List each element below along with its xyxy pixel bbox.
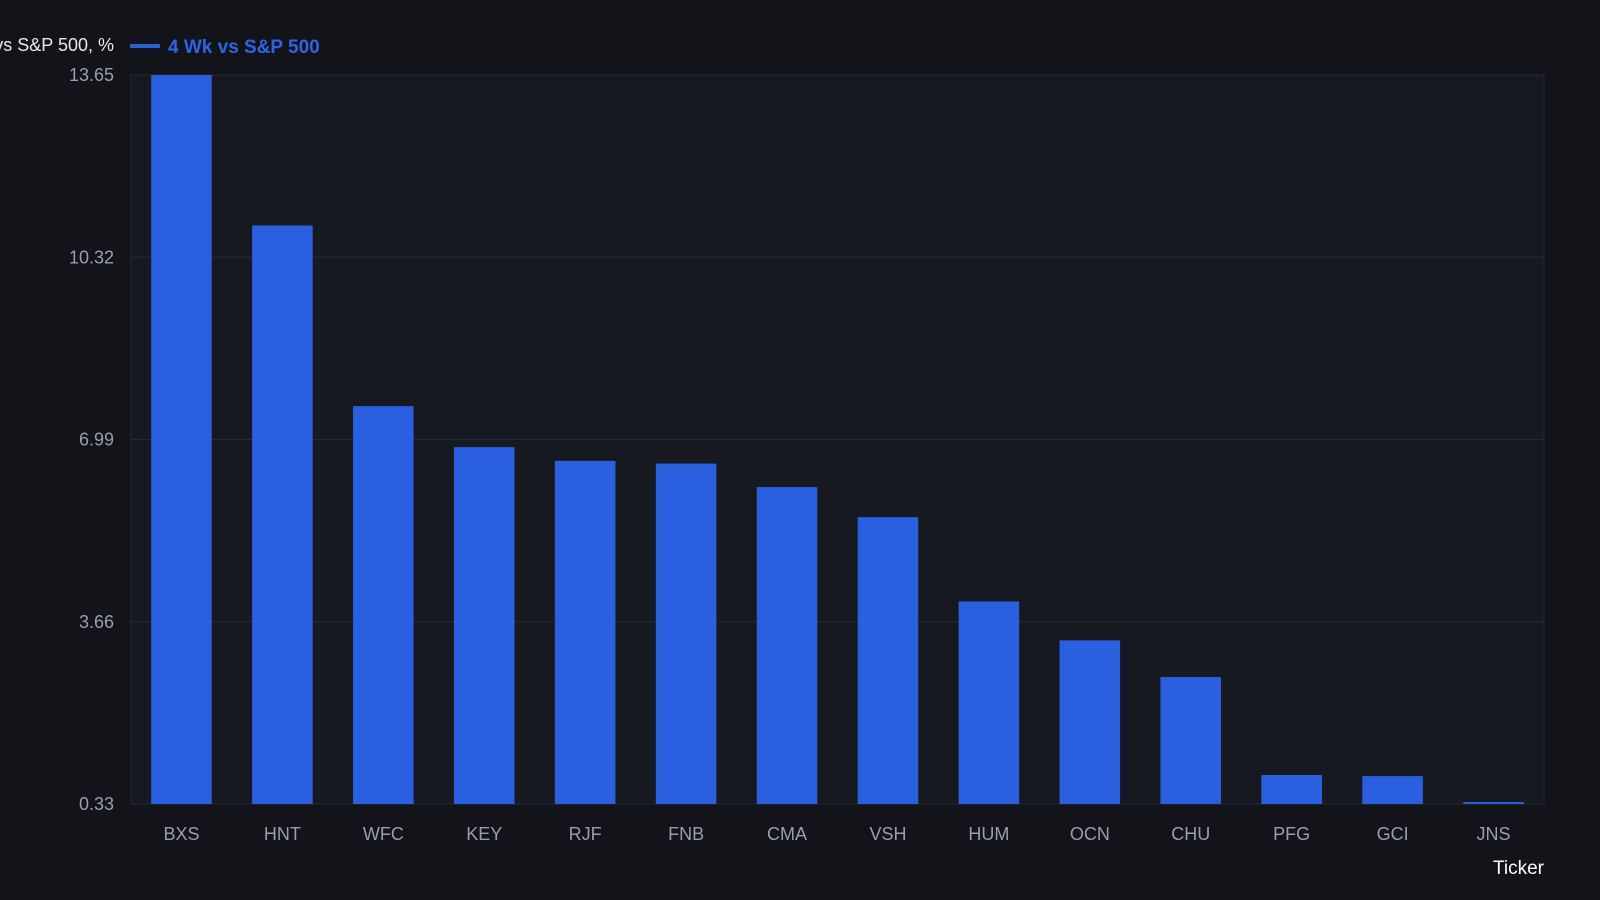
y-tick-label: 10.32: [69, 247, 114, 267]
x-tick-label: HNT: [264, 824, 301, 844]
x-tick-label: WFC: [363, 824, 404, 844]
bar-pfg[interactable]: [1261, 774, 1322, 804]
bar-hnt[interactable]: [252, 225, 313, 804]
x-tick-label: CMA: [767, 824, 807, 844]
x-tick-label: BXS: [163, 824, 199, 844]
x-tick-label: OCN: [1070, 824, 1110, 844]
x-axis-ticks: BXS HNT WFC KEY RJF FNB CMA VSH HUM OCN CHU PFG GCI J…: [163, 824, 1510, 844]
bar-chu[interactable]: [1160, 677, 1222, 804]
x-tick-label: JNS: [1477, 824, 1511, 844]
x-tick-label: FNB: [668, 824, 704, 844]
x-tick-label: GCI: [1377, 824, 1409, 844]
bar-vsh[interactable]: [857, 517, 919, 804]
bar-wfc[interactable]: [353, 406, 414, 804]
y-axis-ticks: 0.33 3.66 6.99 10.32 13.65: [69, 65, 114, 814]
y-axis-title: 4 Wk vs S&P 500, %: [0, 35, 114, 55]
bar-rjf[interactable]: [554, 460, 616, 804]
x-axis-title: Ticker: [1493, 858, 1545, 879]
bar-hum[interactable]: [958, 601, 1020, 805]
y-tick-label: 0.33: [79, 794, 114, 814]
x-tick-label: KEY: [466, 824, 502, 844]
legend[interactable]: 4 Wk vs S&P 500: [130, 37, 320, 58]
y-tick-label: 6.99: [79, 430, 114, 450]
bar-fnb[interactable]: [655, 463, 717, 804]
bars: [151, 75, 1524, 804]
y-tick-label: 13.65: [69, 65, 114, 85]
bar-bxs[interactable]: [151, 75, 212, 804]
legend-swatch: [130, 44, 160, 48]
bar-key[interactable]: [453, 447, 515, 804]
y-tick-label: 3.66: [79, 612, 114, 632]
x-tick-label: RJF: [569, 824, 602, 844]
bar-gci[interactable]: [1362, 776, 1423, 804]
legend-label: 4 Wk vs S&P 500: [168, 37, 320, 58]
bar-cma[interactable]: [756, 487, 818, 804]
bar-jns[interactable]: [1463, 802, 1524, 804]
x-tick-label: VSH: [869, 824, 906, 844]
x-tick-label: HUM: [968, 824, 1009, 844]
bar-ocn[interactable]: [1059, 640, 1121, 804]
x-tick-label: PFG: [1273, 824, 1310, 844]
x-tick-label: CHU: [1171, 824, 1210, 844]
